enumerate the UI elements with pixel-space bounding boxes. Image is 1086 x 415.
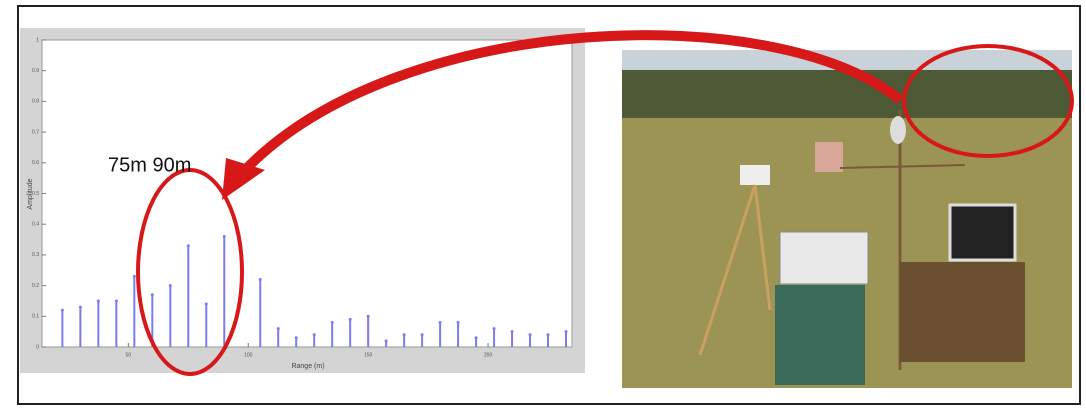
- y-tick-label: 0.8: [32, 99, 39, 105]
- stem-marker: [475, 336, 478, 339]
- plot-area: [42, 40, 572, 347]
- stem-marker: [295, 336, 298, 339]
- x-tick-label: 50: [126, 352, 132, 358]
- y-tick-label: 0.2: [32, 283, 39, 289]
- stem-marker: [313, 333, 316, 336]
- stem-marker: [421, 333, 424, 336]
- stem-marker: [511, 330, 514, 333]
- stem-marker: [457, 321, 460, 324]
- stem-marker: [187, 244, 190, 247]
- x-tick-label: 200: [484, 352, 493, 358]
- stem-marker: [169, 284, 172, 287]
- stem-marker: [331, 321, 334, 324]
- stem-marker: [349, 318, 352, 321]
- stem-marker: [403, 333, 406, 336]
- stem-marker: [439, 321, 442, 324]
- stem-marker: [565, 330, 568, 333]
- x-tick-label: 150: [364, 352, 373, 358]
- y-tick-label: 0.6: [32, 160, 39, 166]
- figure: 00.10.20.30.40.50.60.70.80.9150100150200…: [0, 0, 1086, 410]
- stem-marker: [205, 303, 208, 306]
- annotation: 75m 90m: [108, 154, 191, 176]
- trees: [622, 70, 1072, 120]
- stem-marker: [97, 299, 100, 302]
- y-tick-label: 0: [36, 344, 39, 350]
- x-axis-title: Range (m): [291, 363, 324, 370]
- stem-marker: [529, 333, 532, 336]
- stem-marker: [115, 299, 118, 302]
- radar: [740, 165, 770, 185]
- stem-marker: [277, 327, 280, 330]
- photo: [622, 50, 1072, 388]
- stem-marker: [547, 333, 550, 336]
- laptop: [950, 205, 1015, 260]
- y-tick-label: 0.4: [32, 222, 39, 228]
- y-tick-label: 0.1: [32, 314, 39, 320]
- table: [775, 285, 865, 385]
- y-axis-title: Amplitude: [27, 178, 34, 209]
- stem-marker: [493, 327, 496, 330]
- desk: [900, 262, 1025, 362]
- y-tick-label: 0.7: [32, 129, 39, 135]
- stem-marker: [79, 306, 82, 309]
- stem-marker: [385, 339, 388, 342]
- reflector: [890, 116, 906, 144]
- y-tick-label: 0.3: [32, 252, 39, 258]
- y-tick-label: 0.9: [32, 68, 39, 74]
- x-tick-label: 100: [244, 352, 253, 358]
- stem-marker: [259, 278, 262, 281]
- instrument: [780, 232, 868, 284]
- y-tick-label: 1: [36, 37, 39, 43]
- stem-marker: [61, 309, 64, 312]
- stem-marker: [367, 315, 370, 318]
- target: [815, 142, 843, 172]
- stem-marker: [151, 293, 154, 296]
- stem-marker: [223, 235, 226, 238]
- stem-marker: [133, 275, 136, 278]
